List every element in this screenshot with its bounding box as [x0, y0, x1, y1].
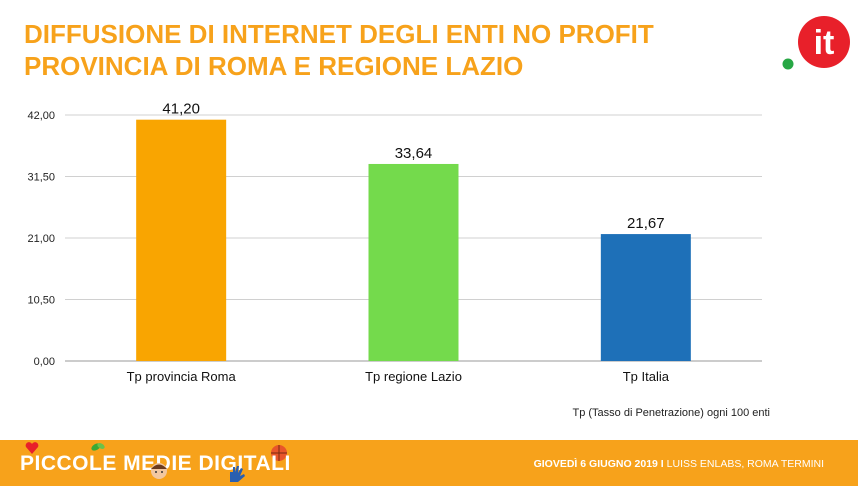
bar-value-label: 21,67 [627, 215, 665, 232]
leaf-icon [91, 443, 105, 451]
bar [368, 163, 459, 361]
bar-value-label: 41,20 [162, 101, 200, 118]
y-tick-label: 42,00 [27, 110, 55, 122]
bar [600, 234, 691, 361]
chart-note: Tp (Tasso di Penetrazione) ogni 100 enti [572, 407, 770, 419]
logo-dot [782, 58, 794, 70]
bar-value-label: 33,64 [395, 145, 433, 162]
event-date: GIOVEDÌ 6 GIUGNO 2019 I [533, 458, 664, 470]
title-line-1: DIFFUSIONE DI INTERNET DEGLI ENTI NO PRO… [24, 19, 654, 49]
face-icon [151, 463, 167, 479]
x-tick-label: Tp provincia Roma [127, 369, 237, 384]
bar-chart: 0,00 10,50 21,00 31,50 42,00 41,20 Tp provinci… [27, 101, 762, 384]
brand-logo-text: PICCOLE MEDIE DIGITALI [20, 452, 291, 475]
logo-circle [798, 16, 850, 68]
y-tick-label: 21,00 [27, 233, 55, 245]
logo-text: it [814, 24, 835, 62]
event-place: LUISS ENLABS, ROMA TERMINI [663, 458, 824, 470]
heart-icon [25, 442, 39, 454]
title-line-2: PROVINCIA DI ROMA E REGIONE LAZIO [24, 51, 524, 81]
y-tick-label: 31,50 [27, 172, 55, 184]
hand-icon [230, 466, 245, 482]
x-tick-label: Tp Italia [623, 369, 670, 384]
y-tick-label: 0,00 [34, 356, 55, 368]
basketball-icon [271, 445, 287, 461]
bar [136, 119, 227, 361]
y-tick-label: 10,50 [27, 295, 55, 307]
x-tick-label: Tp regione Lazio [365, 369, 462, 384]
footer-bar: PICCOLE MEDIE DIGITALI GIOVEDÌ 6 GIUGNO … [0, 440, 858, 486]
it-logo: it [782, 16, 850, 70]
page-title: DIFFUSIONE DI INTERNET DEGLI ENTI NO PRO… [24, 18, 654, 82]
event-info: GIOVEDÌ 6 GIUGNO 2019 I LUISS ENLABS, RO… [534, 458, 824, 470]
